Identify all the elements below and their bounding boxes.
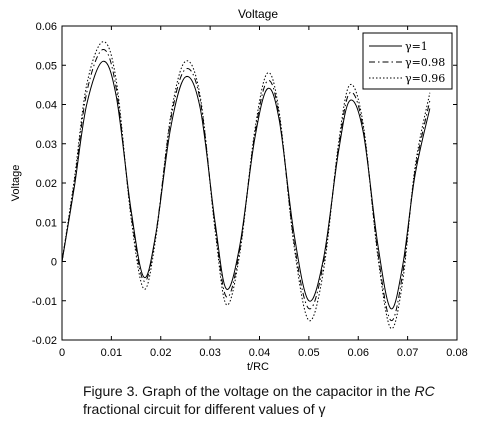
legend-label-3: γ=0.96 xyxy=(405,72,445,85)
caption-line2: fractional circuit for different values … xyxy=(83,401,326,417)
x-tick-label: 0.03 xyxy=(199,347,220,359)
chart-title: Voltage xyxy=(238,7,278,21)
y-tick-label: -0.01 xyxy=(32,296,57,308)
legend: γ=1 γ=0.98 γ=0.96 xyxy=(362,32,453,90)
series-lines xyxy=(61,41,431,329)
x-tick-label: 0.06 xyxy=(348,347,369,359)
y-tick-label: 0.05 xyxy=(36,60,57,72)
y-tick-label: -0.02 xyxy=(32,335,57,347)
x-tick-label: 0 xyxy=(59,347,65,359)
x-tick-label: 0.02 xyxy=(150,347,171,359)
caption-line1-prefix: Figure 3. Graph of the voltage on the ca… xyxy=(83,383,415,399)
legend-label-1: γ=1 xyxy=(405,40,428,53)
y-axis-label: Voltage xyxy=(10,165,22,202)
y-tick-label: 0.06 xyxy=(36,21,57,33)
x-axis: 0 0.01 0.02 0.03 0.04 0.05 0.06 0.07 0.08 xyxy=(59,26,468,359)
x-tick-label: 0.08 xyxy=(446,347,467,359)
x-tick-label: 0.01 xyxy=(101,347,122,359)
y-tick-label: 0.01 xyxy=(36,217,57,229)
legend-label-2: γ=0.98 xyxy=(405,56,445,69)
legend-box xyxy=(362,32,453,90)
series-line-3 xyxy=(61,41,431,329)
y-tick-label: 0.04 xyxy=(36,100,57,112)
y-tick-label: 0.03 xyxy=(36,139,57,151)
figure-caption: Figure 3. Graph of the voltage on the ca… xyxy=(83,382,473,418)
y-axis: -0.02 -0.01 0 0.01 0.02 0.03 0.04 0.05 0.06 xyxy=(32,21,457,347)
y-tick-label: 0.02 xyxy=(36,178,57,190)
voltage-chart: Voltage 0 0.01 0.02 0.03 0.04 0.05 0.06 0.07 0.0… xyxy=(10,7,468,373)
x-tick-label: 0.04 xyxy=(249,347,270,359)
x-axis-label: t/RC xyxy=(247,361,269,373)
y-tick-label: 0 xyxy=(51,257,57,269)
x-tick-label: 0.05 xyxy=(298,347,319,359)
caption-line1-italic: RC xyxy=(414,383,435,399)
x-tick-label: 0.07 xyxy=(397,347,418,359)
